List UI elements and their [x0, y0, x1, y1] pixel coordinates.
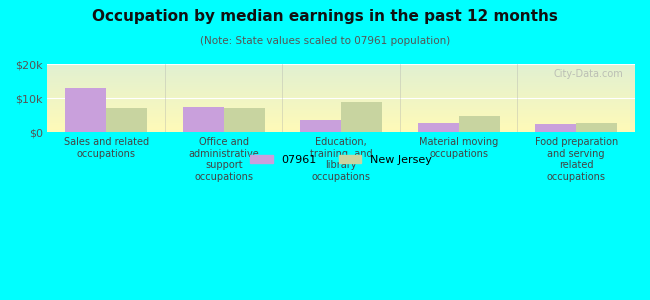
Bar — [47, 123, 635, 124]
Bar — [47, 126, 635, 127]
Bar — [47, 116, 635, 117]
Bar — [300, 120, 341, 132]
Bar — [47, 118, 635, 119]
Bar — [47, 85, 635, 86]
Bar — [47, 131, 635, 132]
Bar — [47, 105, 635, 106]
Bar — [224, 108, 265, 132]
Bar — [47, 117, 635, 118]
Bar — [47, 83, 635, 84]
Bar — [47, 125, 635, 126]
Bar — [47, 130, 635, 131]
Bar — [47, 94, 635, 95]
Bar — [47, 78, 635, 79]
Bar — [47, 93, 635, 94]
Bar — [47, 87, 635, 88]
Bar — [106, 108, 148, 132]
Bar — [47, 70, 635, 71]
Bar — [47, 76, 635, 77]
Bar — [47, 121, 635, 122]
Bar — [341, 102, 382, 132]
Bar — [47, 64, 635, 65]
Bar — [47, 72, 635, 73]
Bar — [47, 69, 635, 70]
Bar — [47, 124, 635, 125]
Bar — [47, 128, 635, 129]
Bar — [459, 116, 500, 132]
Bar — [47, 79, 635, 80]
Bar — [47, 80, 635, 81]
Bar — [47, 66, 635, 67]
Bar — [47, 77, 635, 78]
Bar — [47, 119, 635, 120]
Bar — [47, 88, 635, 89]
Bar — [47, 109, 635, 110]
Bar — [47, 103, 635, 104]
Bar — [47, 98, 635, 99]
Bar — [47, 90, 635, 91]
Bar — [47, 99, 635, 100]
Bar — [47, 91, 635, 92]
Bar — [47, 81, 635, 82]
Bar — [47, 104, 635, 105]
Bar — [47, 101, 635, 102]
Bar — [47, 95, 635, 96]
Bar — [47, 107, 635, 108]
Text: (Note: State values scaled to 07961 population): (Note: State values scaled to 07961 popu… — [200, 36, 450, 46]
Bar — [47, 74, 635, 75]
Bar — [577, 123, 617, 132]
Bar — [47, 97, 635, 98]
Bar — [47, 122, 635, 123]
Bar — [47, 112, 635, 113]
Bar — [47, 89, 635, 90]
Bar — [47, 67, 635, 68]
Bar — [47, 92, 635, 93]
Bar — [417, 123, 459, 132]
Bar — [65, 88, 106, 132]
Bar — [47, 111, 635, 112]
Bar — [47, 108, 635, 109]
Bar — [47, 129, 635, 130]
Bar — [183, 107, 224, 132]
Bar — [47, 100, 635, 101]
Legend: 07961, New Jersey: 07961, New Jersey — [246, 150, 436, 169]
Bar — [47, 84, 635, 85]
Bar — [47, 75, 635, 76]
Bar — [47, 96, 635, 97]
Text: Occupation by median earnings in the past 12 months: Occupation by median earnings in the pas… — [92, 9, 558, 24]
Bar — [47, 102, 635, 103]
Bar — [47, 115, 635, 116]
Bar — [47, 113, 635, 114]
Bar — [47, 65, 635, 66]
Bar — [47, 68, 635, 69]
Bar — [535, 124, 577, 132]
Bar — [47, 114, 635, 115]
Bar — [47, 110, 635, 111]
Bar — [47, 86, 635, 87]
Bar — [47, 82, 635, 83]
Bar — [47, 120, 635, 121]
Text: City-Data.com: City-Data.com — [554, 70, 623, 80]
Bar — [47, 71, 635, 72]
Bar — [47, 106, 635, 107]
